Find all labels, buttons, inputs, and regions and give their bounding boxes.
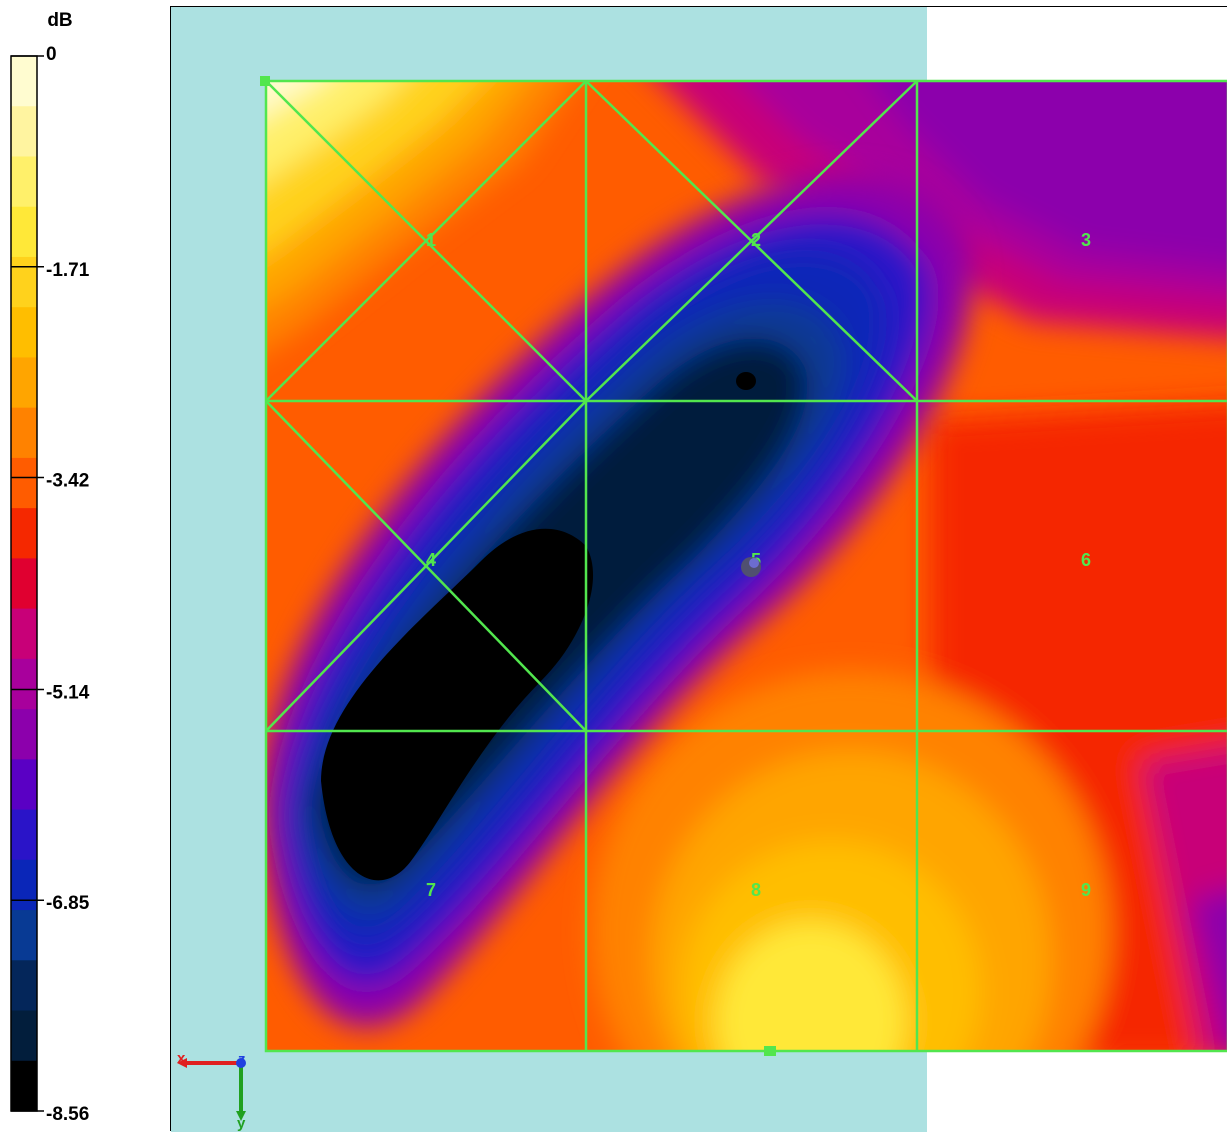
colorbar-ticks: 0 -1.71 -3.42 -5.14 -6.85 -8.56: [11, 44, 90, 1125]
colorbar-band: [11, 156, 37, 208]
colorbar-tick-label: -6.85: [46, 893, 90, 914]
colorbar-band: [11, 759, 37, 811]
grid-overlay: [264, 79, 1227, 1053]
colorbar-band: [11, 608, 37, 660]
axes-triad: x z y: [177, 1050, 246, 1132]
colorbar-band: [11, 558, 37, 610]
cell-label-3: 3: [1081, 230, 1091, 250]
colorbar-band: [11, 859, 37, 911]
grid-marker-top-left: [260, 76, 270, 86]
cell-label-4: 4: [426, 550, 436, 570]
colorbar-band: [11, 508, 37, 559]
colorbar-tick-label: -8.56: [46, 1104, 89, 1125]
colorbar-tick-label: -1.71: [46, 260, 90, 281]
axis-y-label: y: [237, 1115, 246, 1132]
colorbar-tick-label: 0: [46, 44, 57, 65]
cell-label-1: 1: [426, 230, 436, 250]
colorbar-tick-label: -3.42: [46, 471, 89, 492]
colorbar-band: [11, 960, 37, 1012]
axis-x-label: x: [177, 1050, 186, 1067]
axis-z-label: z: [238, 1051, 246, 1068]
cell-label-7: 7: [426, 880, 436, 900]
colorbar-band: [11, 910, 37, 961]
colorbar-band: [11, 1010, 37, 1062]
colorbar-band: [11, 206, 37, 258]
colorbar-bands: [11, 56, 37, 1112]
cell-label-6: 6: [1081, 550, 1091, 570]
plot-area: 123456789 x z y: [170, 6, 1227, 1132]
cell-label-8: 8: [751, 880, 761, 900]
cell-label-9: 9: [1081, 880, 1091, 900]
colorbar-tick-label: -5.14: [46, 682, 90, 703]
colorbar-band: [11, 307, 37, 358]
colorbar-band: [11, 658, 37, 710]
colorbar-unit: dB: [47, 10, 72, 31]
colorbar-band: [11, 709, 37, 760]
cell-label-2: 2: [751, 230, 761, 250]
colorbar-band: [11, 1060, 37, 1112]
colorbar-band: [11, 106, 37, 157]
contour-map: [266, 81, 1227, 1051]
grid-marker-bottom: [764, 1046, 776, 1056]
colorbar-band: [11, 457, 37, 509]
colorbar-band: [11, 407, 37, 459]
field-map: 123456789 x z y: [171, 7, 1227, 1132]
colorbar-band: [11, 357, 37, 409]
colorbar-band: [11, 256, 37, 308]
colorbar-legend: dB 0 -1.71 -3.42 -5.14 -6.85 -8.56: [10, 10, 90, 1125]
colorbar-band: [11, 56, 37, 107]
colorbar-band: [11, 809, 37, 861]
